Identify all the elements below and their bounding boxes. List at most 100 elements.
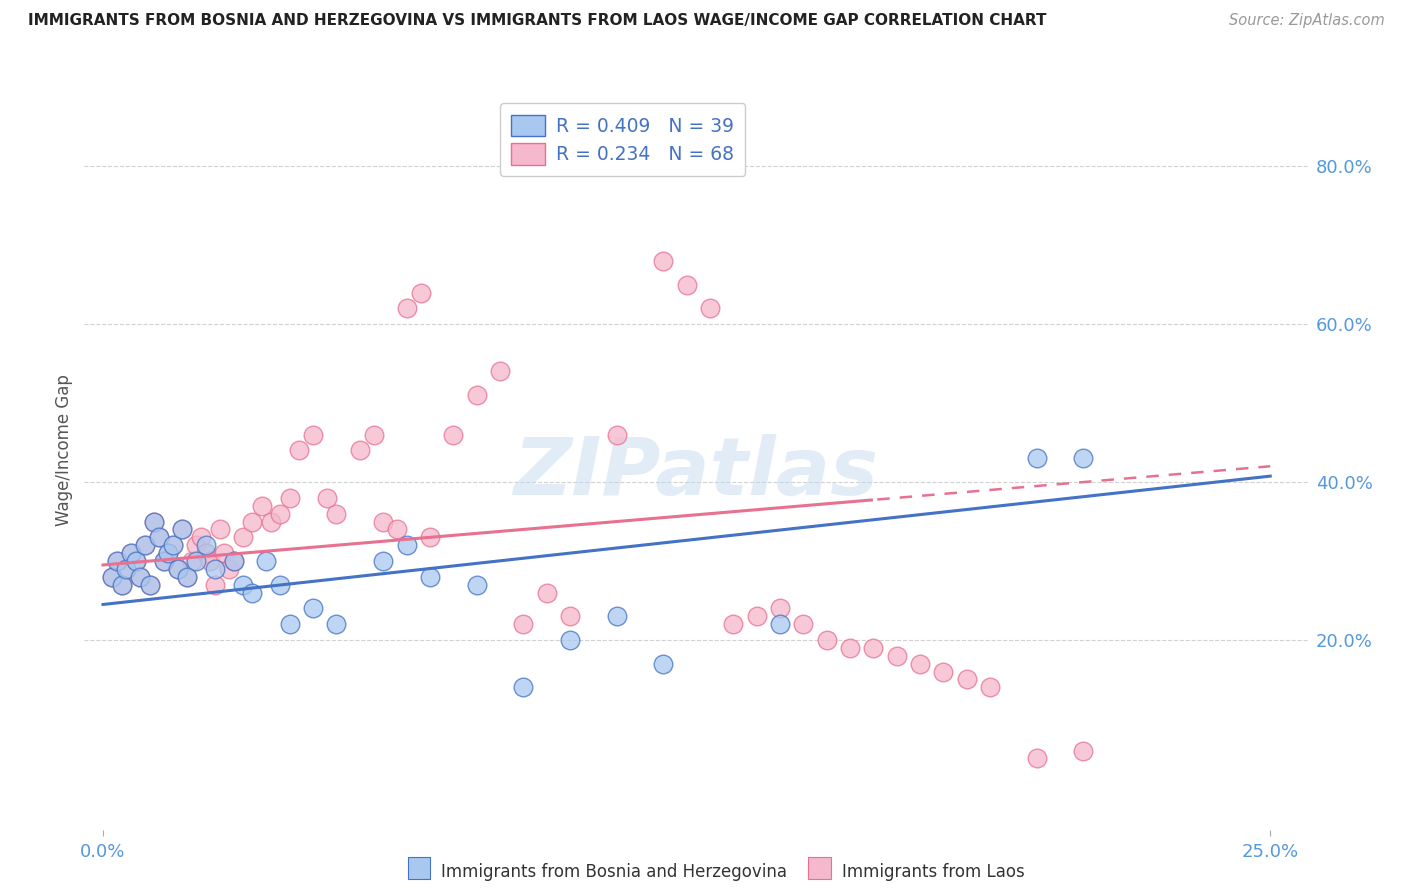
Point (120, 546, 142, 560)
Point (373, 515, 395, 529)
Point (769, 617, 792, 632)
Point (157, 546, 180, 560)
Point (745, 609, 768, 624)
Point (1025, 451, 1047, 466)
Point (242, 585, 264, 599)
Point (214, 546, 236, 560)
Text: Immigrants from Bosnia and Herzegovina: Immigrants from Bosnia and Herzegovina (441, 863, 787, 881)
Point (723, 617, 745, 632)
Point (269, 578, 291, 592)
Point (232, 530, 254, 544)
Point (363, 427, 385, 442)
Point (441, 427, 464, 442)
Point (862, 640, 884, 655)
Point (166, 562, 188, 576)
Point (278, 617, 301, 632)
Point (1073, 451, 1095, 466)
Point (606, 427, 628, 442)
Point (395, 301, 418, 316)
Point (325, 617, 347, 632)
Point (385, 523, 408, 537)
Point (186, 538, 208, 552)
Point (186, 554, 208, 568)
Point (419, 530, 441, 544)
Point (675, 277, 697, 292)
Point (302, 601, 325, 615)
Point (115, 562, 138, 576)
Point (886, 648, 908, 663)
Y-axis label: Wage/Income Gap: Wage/Income Gap (55, 375, 73, 526)
Point (558, 609, 581, 624)
Point (302, 427, 325, 442)
Point (222, 554, 245, 568)
Point (536, 585, 558, 599)
Point (148, 530, 170, 544)
Point (465, 578, 488, 592)
Point (152, 554, 174, 568)
Point (172, 523, 194, 537)
Point (105, 554, 128, 568)
Point (699, 301, 721, 316)
Point (256, 554, 278, 568)
Point (409, 285, 432, 300)
Point (111, 578, 134, 592)
Point (815, 633, 838, 648)
Point (115, 562, 138, 576)
Text: IMMIGRANTS FROM BOSNIA AND HERZEGOVINA VS IMMIGRANTS FROM LAOS WAGE/INCOME GAP C: IMMIGRANTS FROM BOSNIA AND HERZEGOVINA V… (28, 13, 1046, 29)
Text: ZIPatlas: ZIPatlas (513, 434, 879, 512)
Point (208, 523, 231, 537)
Point (101, 570, 124, 584)
Point (489, 364, 512, 378)
Point (180, 554, 202, 568)
Point (162, 538, 184, 552)
Point (606, 609, 628, 624)
Point (129, 570, 152, 584)
Point (269, 507, 291, 521)
Point (769, 601, 792, 615)
Point (278, 491, 301, 505)
Point (242, 515, 264, 529)
Point (138, 578, 160, 592)
Point (204, 562, 226, 576)
Legend: R = 0.409   N = 39, R = 0.234   N = 68: R = 0.409 N = 39, R = 0.234 N = 68 (499, 103, 745, 176)
Point (1025, 751, 1047, 765)
Point (166, 562, 188, 576)
Point (558, 633, 581, 648)
Point (652, 253, 675, 268)
Point (134, 538, 156, 552)
Point (465, 388, 488, 402)
Point (419, 570, 441, 584)
Point (222, 554, 245, 568)
Point (908, 657, 931, 671)
Point (349, 443, 371, 458)
Point (129, 570, 152, 584)
Point (143, 515, 166, 529)
Point (176, 570, 198, 584)
Point (194, 538, 217, 552)
Point (218, 562, 240, 576)
Point (176, 570, 198, 584)
Point (1073, 743, 1095, 757)
Point (325, 507, 347, 521)
Point (134, 538, 156, 552)
Point (111, 578, 134, 592)
Point (105, 554, 128, 568)
Point (512, 681, 534, 695)
Point (138, 578, 160, 592)
Point (172, 523, 194, 537)
Point (512, 617, 534, 632)
Point (148, 530, 170, 544)
Point (190, 530, 212, 544)
Point (200, 554, 222, 568)
Point (956, 673, 979, 687)
Point (373, 554, 395, 568)
Point (792, 617, 814, 632)
Point (288, 443, 311, 458)
Point (101, 570, 124, 584)
Point (157, 546, 180, 560)
Point (204, 578, 226, 592)
Point (652, 657, 675, 671)
Point (120, 546, 142, 560)
Point (839, 640, 862, 655)
Point (232, 578, 254, 592)
